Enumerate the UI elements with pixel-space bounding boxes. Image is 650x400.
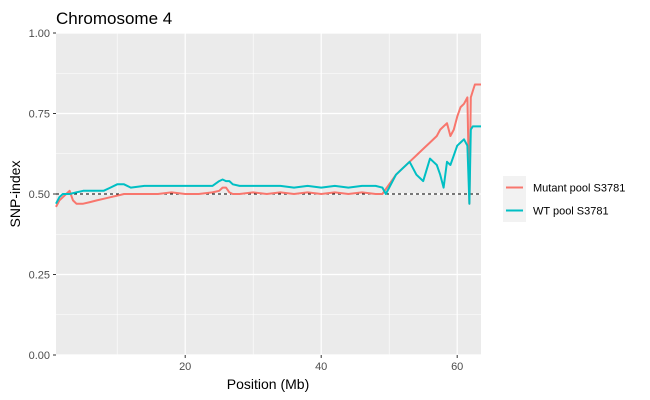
y-tick-label: 0.50 (29, 189, 50, 201)
x-axis: 20 40 60 (179, 355, 463, 373)
y-axis: 0.00 0.25 0.50 0.75 1.00 (29, 28, 56, 362)
x-tick-label: 40 (315, 361, 327, 373)
x-axis-title: Position (Mb) (227, 376, 309, 392)
series-layer (55, 83, 481, 208)
chart-title: Chromosome 4 (56, 9, 172, 28)
y-axis-title: SNP-index (7, 161, 23, 228)
legend-label-0: Mutant pool S3781 (533, 183, 625, 195)
y-tick-label: 1.00 (29, 28, 50, 40)
legend: Mutant pool S3781 WT pool S3781 (503, 176, 625, 222)
y-tick-label: 0.00 (29, 350, 50, 362)
series-line-1 (55, 125, 481, 205)
x-tick-label: 60 (451, 361, 463, 373)
y-tick-label: 0.25 (29, 270, 50, 282)
y-tick-label: 0.75 (29, 109, 50, 121)
series-line-0 (55, 83, 481, 208)
legend-label-1: WT pool S3781 (533, 206, 609, 218)
x-tick-label: 20 (179, 361, 191, 373)
